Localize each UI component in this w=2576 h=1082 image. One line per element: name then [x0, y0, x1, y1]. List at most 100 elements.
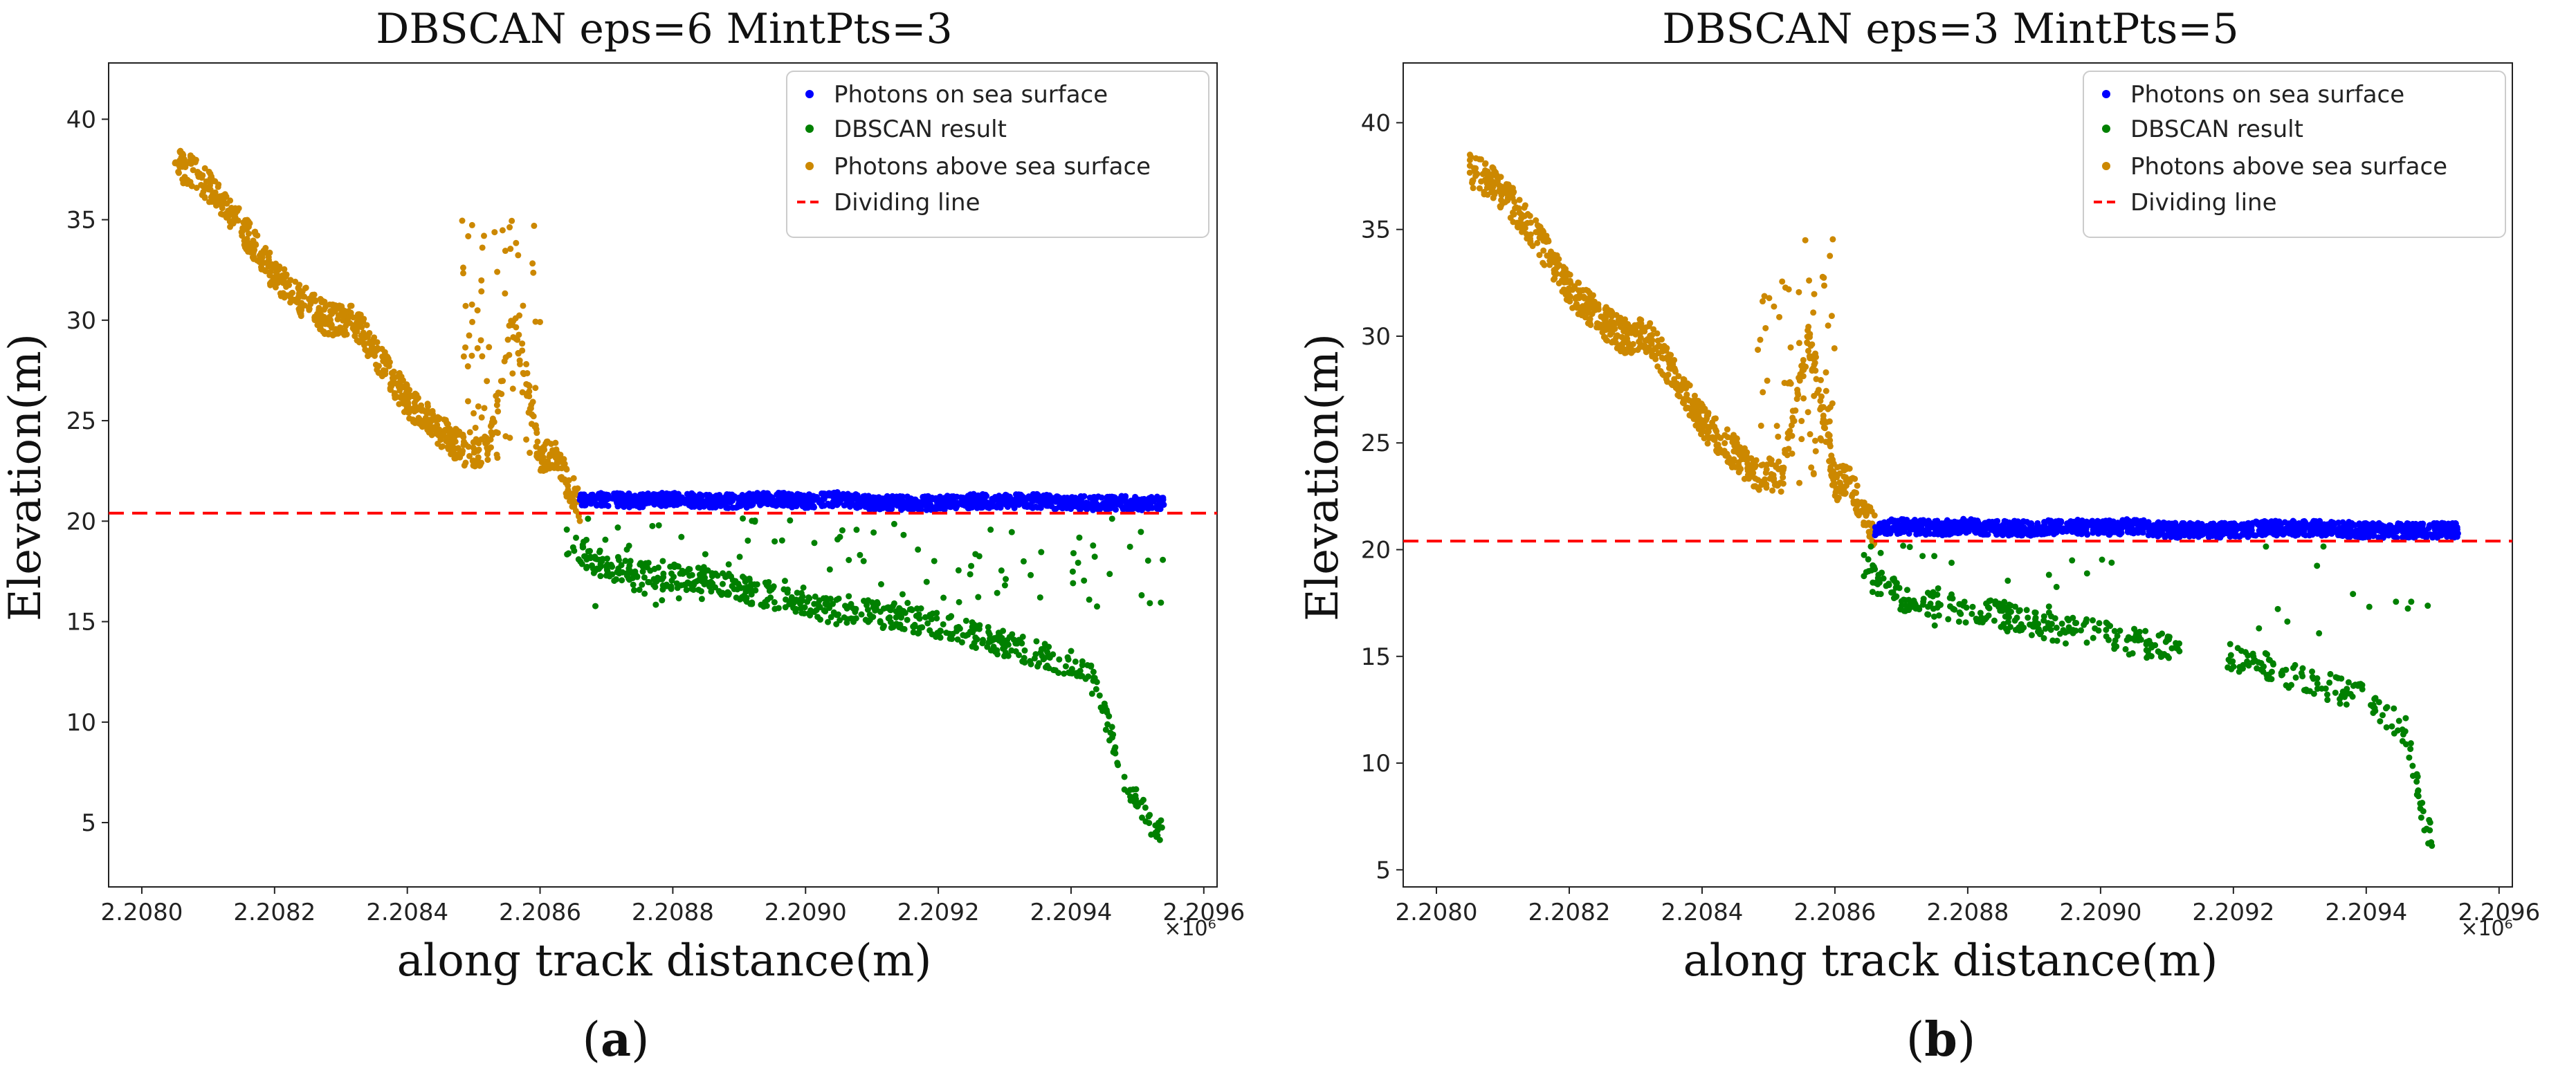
data-point-photon-above: [1820, 282, 1827, 289]
data-point-dbscan: [968, 562, 975, 569]
x-tick-label: 2.2080: [100, 899, 183, 926]
data-point-photon-above: [387, 380, 394, 387]
data-point-dbscan: [695, 586, 702, 593]
data-point-photon-surface: [894, 502, 901, 509]
x-tick-label: 2.2082: [233, 899, 316, 926]
data-point-photon-above: [350, 322, 357, 329]
data-point-photon-above: [1469, 177, 1476, 184]
data-point-photon-above: [281, 266, 288, 273]
data-point-photon-above: [525, 382, 532, 389]
data-point-photon-above: [1849, 493, 1856, 499]
data-point-photon-surface: [2353, 527, 2360, 534]
data-point-photon-above: [459, 217, 466, 224]
data-point-photon-above: [1796, 288, 1802, 295]
legend-marker-above: [805, 162, 814, 170]
data-point-dbscan: [830, 600, 837, 607]
data-point-dbscan: [890, 520, 897, 527]
data-point-photon-above: [193, 184, 200, 191]
data-point-dbscan: [846, 556, 852, 563]
data-point-photon-above: [1613, 334, 1620, 341]
data-point-photon-above: [1667, 352, 1674, 359]
data-point-dbscan: [987, 526, 994, 533]
data-point-photon-above: [1779, 278, 1786, 285]
data-point-photon-above: [1646, 338, 1653, 345]
data-point-photon-above: [1690, 404, 1697, 411]
data-point-dbscan: [834, 536, 841, 543]
data-point-photon-surface: [1066, 502, 1073, 509]
data-point-photon-above: [265, 257, 272, 264]
data-point-photon-above: [1654, 363, 1661, 370]
data-point-dbscan: [1027, 658, 1034, 665]
data-point-photon-above: [286, 282, 293, 288]
data-point-photon-above: [1761, 293, 1768, 300]
data-point-dbscan: [1075, 559, 1081, 566]
y-tick-label: 25: [66, 407, 96, 435]
data-point-photon-surface: [1993, 528, 2000, 535]
data-point-photon-above: [1540, 259, 1546, 266]
legend-marker-dbscan: [805, 125, 814, 133]
data-point-photon-above: [1780, 466, 1787, 473]
data-point-photon-surface: [642, 495, 649, 502]
data-point-photon-above: [1814, 389, 1821, 396]
data-point-dbscan: [830, 609, 837, 616]
data-point-photon-above: [256, 253, 263, 259]
data-point-photon-above: [228, 205, 235, 212]
data-point-photon-above: [1562, 266, 1569, 273]
data-point-dbscan: [592, 556, 599, 562]
data-point-dbscan: [811, 540, 818, 547]
data-point-photon-above: [487, 436, 494, 443]
data-point-photon-above: [217, 210, 224, 217]
data-point-dbscan: [704, 567, 711, 574]
data-point-photon-surface: [705, 501, 712, 508]
data-point-dbscan: [691, 579, 698, 586]
data-point-photon-above: [561, 476, 568, 483]
data-point-photon-surface: [1135, 496, 1142, 503]
data-point-photon-above: [1721, 440, 1728, 447]
data-point-photon-above: [479, 353, 486, 360]
data-point-dbscan: [908, 607, 915, 614]
data-point-photon-above: [523, 436, 530, 443]
data-point-photon-above: [418, 402, 425, 409]
data-point-photon-above: [1652, 346, 1659, 353]
data-point-photon-above: [460, 353, 467, 360]
data-point-photon-surface: [731, 493, 738, 499]
data-point-photon-above: [1566, 287, 1573, 294]
data-point-photon-above: [1760, 461, 1766, 468]
legend-label-surface: Photons on sea surface: [834, 81, 1108, 109]
data-point-photon-surface: [1122, 494, 1129, 501]
data-point-dbscan: [563, 526, 570, 533]
data-point-photon-above: [1600, 333, 1607, 340]
data-point-photon-above: [1863, 522, 1870, 529]
x-tick-label: 2.2084: [366, 899, 448, 926]
data-point-photon-surface: [1081, 502, 1088, 508]
data-point-photon-above: [1759, 298, 1766, 305]
data-point-dbscan: [946, 630, 953, 637]
data-point-photon-above: [1692, 422, 1699, 429]
data-point-dbscan: [1103, 706, 1110, 713]
data-point-photon-above: [1802, 237, 1809, 244]
data-point-photon-above: [530, 413, 537, 420]
data-point-photon-above: [362, 346, 369, 353]
data-point-dbscan: [597, 573, 604, 580]
data-point-photon-above: [484, 378, 491, 385]
data-point-photon-above: [1713, 442, 1720, 449]
y-tick-label: 10: [66, 709, 96, 737]
data-point-photon-above: [1699, 417, 1706, 424]
data-point-photon-above: [268, 261, 275, 268]
data-point-photon-above: [515, 349, 522, 356]
data-point-photon-surface: [1141, 495, 1148, 502]
data-point-photon-surface: [1053, 493, 1060, 500]
data-point-photon-above: [1580, 287, 1587, 294]
data-point-dbscan: [793, 596, 800, 603]
data-point-photon-above: [502, 354, 509, 361]
data-point-photon-above: [1755, 477, 1762, 484]
data-point-dbscan: [956, 625, 963, 632]
data-point-dbscan: [1021, 654, 1027, 661]
data-point-photon-surface: [583, 493, 590, 500]
data-point-photon-above: [1852, 475, 1858, 482]
data-point-photon-above: [516, 360, 523, 367]
y-tick-label: 5: [1376, 856, 1391, 884]
y-tick-label: 40: [1361, 109, 1391, 137]
data-point-dbscan: [940, 594, 947, 601]
